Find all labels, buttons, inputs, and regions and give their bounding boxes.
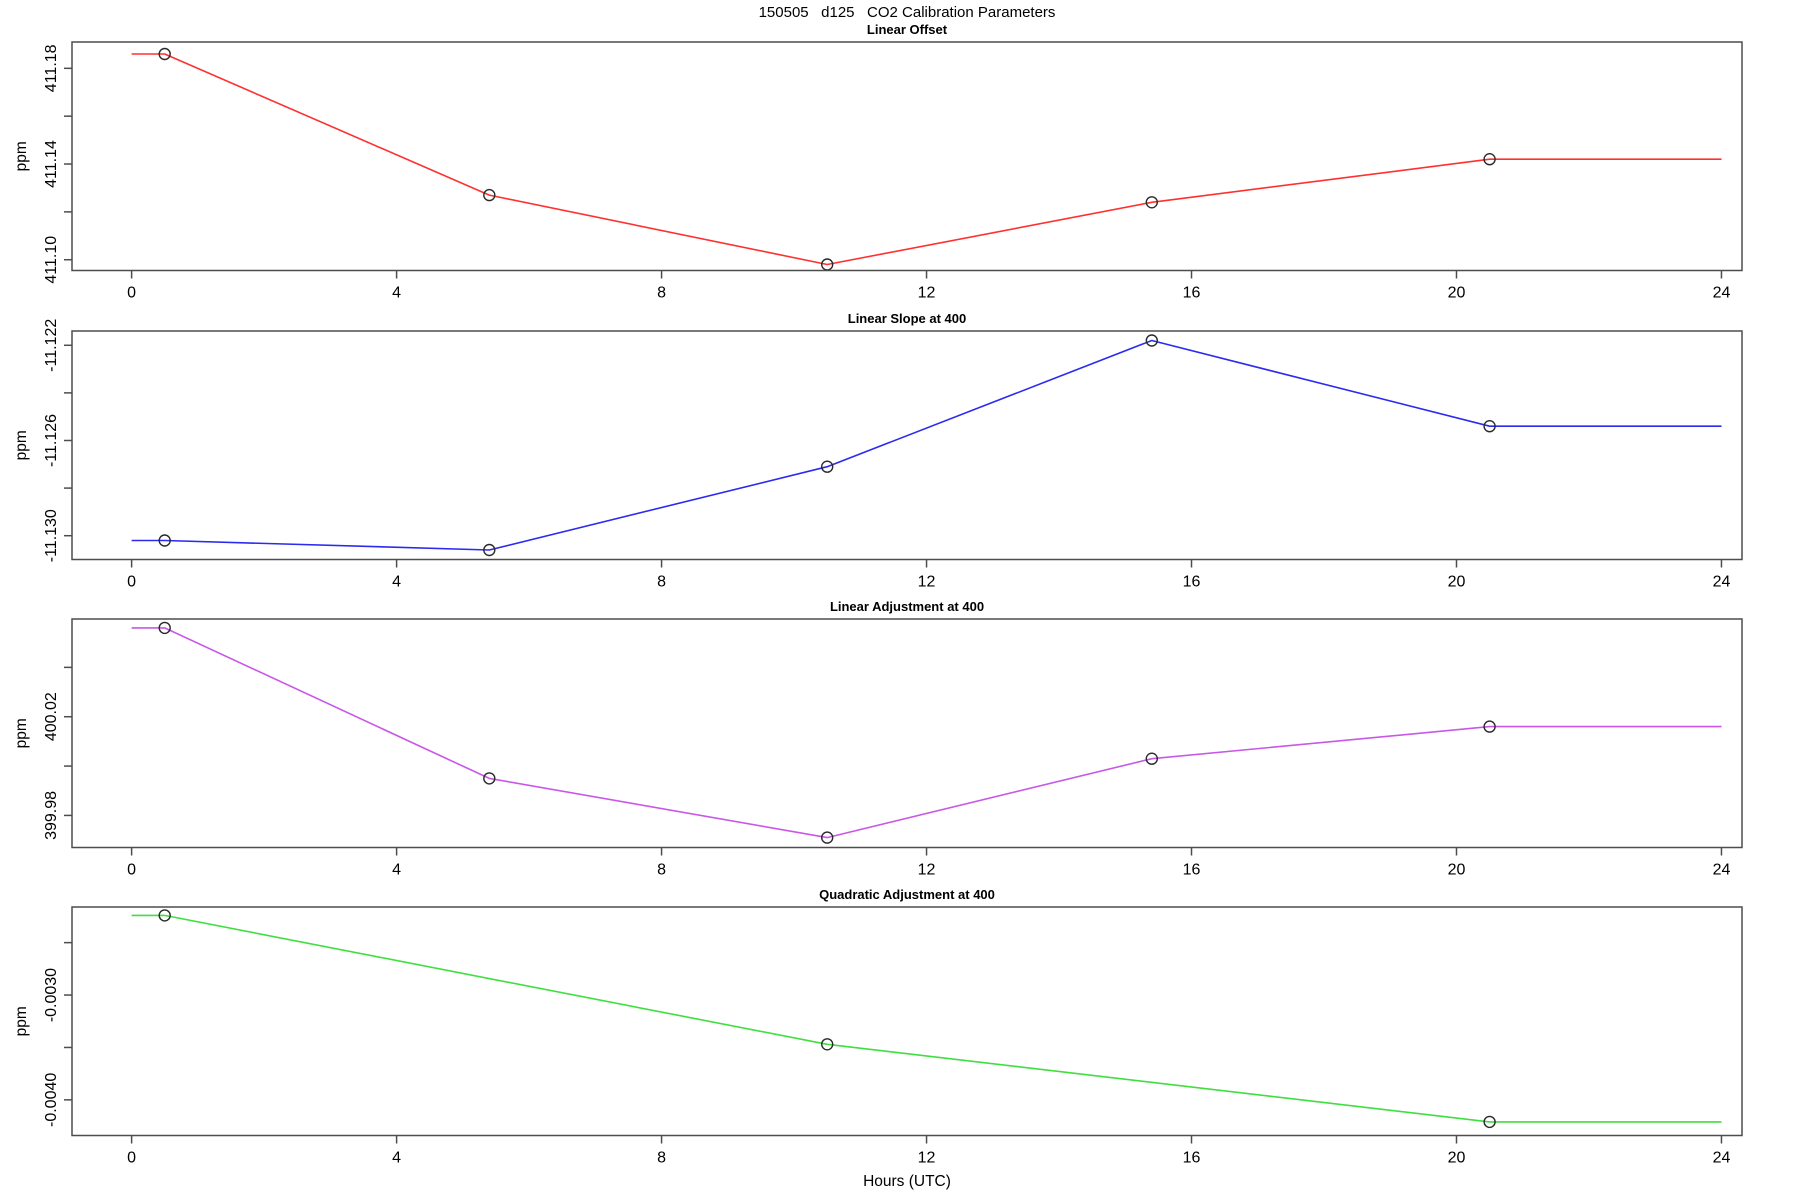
x-tick-label: 12: [918, 285, 936, 302]
y-tick-label: 400.02: [43, 692, 60, 741]
data-point-marker: [483, 188, 496, 202]
data-point-marker: [1145, 196, 1159, 209]
data-point-marker: [1483, 1115, 1496, 1129]
x-tick-label: 4: [392, 574, 401, 591]
y-tick-label: 411.18: [43, 44, 60, 92]
x-tick-label: 8: [657, 574, 666, 591]
x-tick-label: 24: [1713, 574, 1731, 591]
panel-border: [71, 618, 1743, 849]
x-tick-label: 4: [392, 862, 401, 879]
y-tick-label: -11.130: [43, 509, 60, 562]
x-tick-label: 0: [127, 1150, 136, 1167]
x-tick-label: 16: [1183, 285, 1201, 302]
x-tick-label: 12: [918, 574, 936, 591]
panel-title: Linear Adjustment at 400: [830, 599, 984, 614]
data-point-marker: [1483, 420, 1496, 433]
x-tick-label: 16: [1183, 574, 1201, 591]
x-tick-label: 8: [657, 1150, 666, 1167]
x-tick-label: 0: [127, 574, 136, 591]
x-tick-label: 4: [392, 285, 401, 302]
x-tick-label: 24: [1713, 1150, 1731, 1167]
y-tick-label: -11.122: [43, 319, 60, 372]
y-axis-label: ppm: [13, 1006, 30, 1036]
data-point-marker: [821, 831, 834, 844]
y-axis-label: ppm: [13, 430, 30, 460]
x-axis-caption: Hours (UTC): [863, 1173, 951, 1190]
panel-border: [71, 330, 1743, 561]
x-tick-label: 8: [657, 862, 666, 879]
y-tick-label: -0.0040: [43, 1073, 60, 1127]
data-line: [131, 627, 1722, 839]
x-tick-label: 24: [1713, 285, 1731, 302]
panel-title: Quadratic Adjustment at 400: [819, 887, 995, 902]
y-tick-label: 411.14: [43, 140, 60, 188]
x-tick-label: 4: [392, 1150, 401, 1167]
x-tick-label: 0: [127, 862, 136, 879]
data-point-marker: [1145, 752, 1159, 765]
panel-border: [71, 41, 1743, 272]
data-point-marker: [1483, 152, 1496, 166]
data-line: [131, 914, 1722, 1123]
data-point-marker: [1145, 334, 1159, 347]
data-point-marker: [1483, 720, 1496, 733]
y-tick-label: -0.0030: [43, 968, 60, 1022]
panel-border: [71, 906, 1743, 1137]
y-tick-label: 399.98: [43, 791, 60, 840]
x-tick-label: 8: [657, 285, 666, 302]
panel-title: Linear Offset: [867, 22, 948, 37]
x-tick-label: 12: [918, 1150, 936, 1167]
y-axis-label: ppm: [13, 141, 30, 171]
data-point-marker: [483, 772, 496, 785]
chart-main-title: 150505 d125 CO2 Calibration Parameters: [759, 4, 1056, 21]
y-tick-label: 411.10: [43, 236, 60, 284]
data-point-marker: [821, 460, 834, 473]
x-tick-label: 16: [1183, 1150, 1201, 1167]
data-point-marker: [483, 543, 496, 557]
x-tick-label: 24: [1713, 862, 1731, 879]
x-tick-label: 20: [1448, 285, 1466, 302]
data-line: [131, 339, 1722, 551]
data-point-marker: [158, 47, 171, 61]
y-tick-label: -11.126: [43, 414, 60, 467]
panel-title: Linear Slope at 400: [848, 311, 967, 326]
data-point-marker: [158, 909, 171, 922]
x-tick-label: 16: [1183, 862, 1201, 879]
x-tick-label: 0: [127, 285, 136, 302]
data-point-marker: [158, 621, 171, 635]
x-tick-label: 20: [1448, 1150, 1466, 1167]
data-line: [131, 53, 1722, 266]
data-point-marker: [158, 534, 171, 547]
data-point-marker: [821, 1038, 834, 1051]
x-tick-label: 20: [1448, 862, 1466, 879]
y-axis-label: ppm: [13, 718, 30, 748]
x-tick-label: 20: [1448, 574, 1466, 591]
x-tick-label: 12: [918, 862, 936, 879]
